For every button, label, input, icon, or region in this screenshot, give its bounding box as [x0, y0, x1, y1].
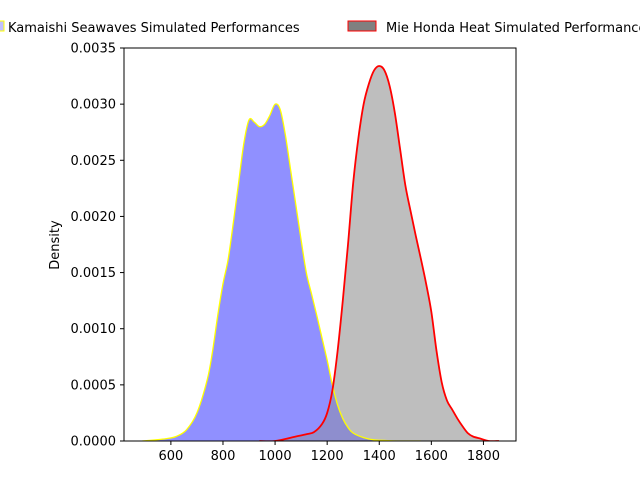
series-1-area	[259, 65, 500, 441]
x-tick-label: 1000	[259, 449, 292, 464]
y-tick-label: 0.0005	[71, 378, 117, 393]
y-tick-label: 0.0010	[71, 322, 117, 337]
legend-swatch-kamaishi	[0, 20, 5, 32]
series-1-line	[259, 65, 500, 441]
legend-label-kamaishi: Kamaishi Seawaves Simulated Performances	[8, 21, 300, 36]
plot-area	[142, 65, 500, 441]
y-tick-label: 0.0035	[71, 42, 117, 57]
x-tick-label: 1600	[415, 449, 448, 464]
axes: 600 800 1000 1200 1400 1600 1800 0.0000 0.0005 0.…	[71, 42, 500, 465]
legend: Kamaishi Seawaves Simulated Performances…	[0, 20, 640, 36]
y-tick-label: 0.0025	[71, 154, 117, 169]
plot-frame	[123, 47, 517, 442]
y-tick-label: 0.0030	[71, 98, 117, 113]
series-0-line	[142, 103, 421, 441]
x-tick-label: 1400	[363, 449, 396, 464]
legend-swatch-mie-honda	[347, 20, 377, 32]
y-axis-title: Density	[48, 220, 63, 270]
y-tick-label: 0.0015	[71, 266, 117, 281]
y-tick-label: 0.0020	[71, 210, 117, 225]
x-tick-label: 1800	[467, 449, 500, 464]
y-tick-label: 0.0000	[71, 435, 117, 450]
legend-label-mie-honda: Mie Honda Heat Simulated Performances	[386, 21, 640, 36]
x-tick-label: 800	[211, 449, 236, 464]
x-tick-label: 600	[158, 449, 183, 464]
x-tick-label: 1200	[311, 449, 344, 464]
